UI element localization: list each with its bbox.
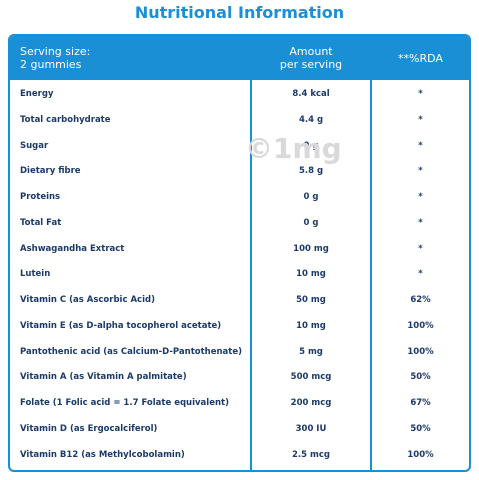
cell-value: 5.8 g: [298, 166, 324, 177]
header-cell: Amount per serving: [252, 36, 370, 80]
nutrient-name: Total Fat: [20, 217, 62, 228]
header-cell: **%RDA: [372, 36, 469, 80]
cell-value: 300 IU: [295, 423, 327, 434]
cell-value: 100%: [407, 346, 434, 357]
column-divider: [250, 36, 252, 470]
cell-value: 5 mg: [299, 346, 323, 357]
header-text: Serving size:: [20, 45, 91, 58]
cell-value: 2.5 mcg: [292, 449, 330, 460]
cell-value: *: [418, 89, 423, 99]
nutrient-name: Vitamin D (as Ergocalciferol): [20, 423, 158, 434]
cell-value: *: [418, 114, 423, 125]
nutrient-name: Lutein: [20, 269, 51, 280]
cell-value: 50%: [410, 372, 431, 383]
cell-value: *: [418, 217, 423, 228]
cell-value: 4.4 g: [298, 114, 324, 125]
header-text: per serving: [279, 58, 343, 71]
nutrition-table: Serving size: 2 gummies Amount per serving *…: [8, 34, 471, 472]
nutrient-name: Vitamin B12 (as Methylcobolamin): [20, 449, 185, 460]
cell-value: 62%: [410, 295, 431, 305]
header-text: Amount: [289, 45, 333, 58]
cell-value: 0 g: [303, 217, 319, 228]
cell-value: 100%: [407, 320, 434, 331]
cell-value: 0 g: [303, 140, 319, 151]
header-cell: Serving size: 2 gummies: [20, 36, 248, 80]
nutrient-name: Pantothenic acid (as Calcium-D-Pantothen…: [20, 346, 242, 357]
cell-value: *: [418, 243, 423, 254]
watermark: ©1mg: [245, 132, 342, 165]
header-text: **%RDA: [398, 51, 443, 65]
cell-value: 0 g: [303, 192, 319, 202]
nutrient-name: Folate (1 Folic acid = 1.7 Folate equiva…: [20, 398, 229, 408]
cell-value: 67%: [410, 398, 431, 408]
cell-value: *: [418, 140, 423, 151]
nutrient-name: Sugar: [20, 140, 49, 151]
cell-value: 50 mg: [296, 295, 326, 305]
cell-value: 100 mg: [293, 243, 329, 254]
cell-value: 100%: [407, 449, 434, 460]
cell-value: 50%: [410, 423, 431, 434]
nutrient-name: Vitamin E (as D-alpha tocopherol acetate…: [20, 320, 222, 331]
nutrient-name: Total carbohydrate: [20, 114, 111, 125]
title: Nutritional Information: [134, 3, 345, 22]
cell-value: 200 mcg: [290, 398, 332, 408]
nutrient-name: Dietary fibre: [20, 166, 81, 177]
cell-value: 10 mg: [296, 320, 326, 331]
nutrient-name: Energy: [20, 89, 54, 99]
cell-value: 8.4 kcal: [292, 89, 330, 99]
nutrient-name: Proteins: [20, 192, 61, 202]
column-divider: [370, 36, 372, 470]
nutrient-name: Ashwagandha Extract: [20, 243, 125, 254]
table-header: Serving size: 2 gummies Amount per serving *…: [10, 36, 469, 80]
header-text: 2 gummies: [20, 58, 82, 71]
cell-value: 10 mg: [296, 269, 326, 280]
nutrient-name: Vitamin A (as Vitamin A palmitate): [20, 372, 187, 383]
cell-value: *: [418, 166, 423, 177]
cell-value: 500 mcg: [290, 372, 332, 383]
cell-value: *: [418, 269, 423, 280]
cell-value: *: [418, 192, 423, 202]
nutrient-name: Vitamin C (as Ascorbic Acid): [20, 295, 155, 305]
